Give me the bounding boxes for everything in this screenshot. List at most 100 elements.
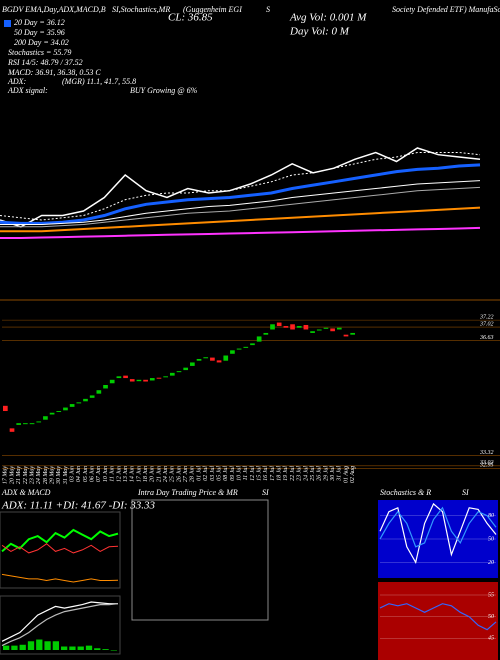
- candle-body: [149, 378, 155, 381]
- candle-body: [223, 355, 229, 361]
- x-tick-label: 23 May: [29, 466, 35, 484]
- annotation: CL: 36.85: [168, 12, 213, 24]
- candle-body: [190, 362, 195, 366]
- candle-body: [296, 326, 302, 328]
- x-tick-label: 28 Jun: [190, 466, 196, 482]
- candle-body: [23, 423, 28, 425]
- x-tick-label: 03 Jul: [210, 466, 216, 481]
- candle-body: [350, 332, 355, 335]
- x-tick-label: 02 Aug: [350, 466, 356, 483]
- x-tick-label: 31 Jul: [337, 466, 343, 482]
- x-tick-label: 25 Jun: [170, 466, 176, 482]
- x-tick-label: 12 Jun: [116, 466, 122, 482]
- candle-body: [123, 375, 128, 379]
- x-tick-label: 29 Jul: [323, 466, 329, 481]
- y-tick-label: 50: [488, 614, 494, 620]
- macd-panel: [0, 595, 121, 655]
- series-line: [1, 528, 119, 553]
- x-tick-label: 18 Jul: [277, 466, 283, 481]
- x-tick-label: 11 Jun: [110, 466, 116, 482]
- series-line: [0, 147, 481, 228]
- panel-subtitle: SI: [462, 488, 469, 497]
- y-tick-label: 20: [488, 560, 494, 566]
- x-tick-label: 11 Jul: [243, 466, 249, 481]
- x-tick-label: 22 Jul: [290, 466, 296, 481]
- annotation: ADX:: [7, 77, 27, 86]
- series-line: [1, 601, 118, 642]
- histogram-bar: [27, 641, 35, 650]
- annotation: (Guggenheim EGI: [183, 5, 242, 14]
- candle-body: [290, 324, 295, 330]
- x-tick-label: 30 May: [56, 466, 62, 485]
- x-tick-label: 25 Jul: [310, 466, 316, 481]
- candle-body: [69, 404, 75, 407]
- legend-swatch: [4, 20, 11, 27]
- candle-body: [250, 343, 255, 346]
- y-tick-label: 80: [488, 513, 494, 519]
- y-tick-label: 32.95: [479, 463, 494, 469]
- candle-body: [43, 416, 48, 420]
- x-tick-label: 26 Jun: [176, 466, 182, 482]
- annotation: (MGR) 11.1, 41.7, 55.8: [62, 77, 136, 86]
- series-line: [0, 226, 481, 239]
- x-tick-label: 27 Jun: [183, 466, 189, 482]
- candle-body: [203, 357, 209, 359]
- x-tick-label: 21 May: [16, 466, 22, 484]
- x-tick-label: 09 Jul: [230, 466, 236, 481]
- histogram-bar: [52, 641, 59, 650]
- candle-body: [336, 327, 342, 330]
- y-tick-label: 37.22: [479, 314, 494, 320]
- panel-title: Intra Day Trading Price & MR: [137, 488, 238, 497]
- x-tick-label: 20 May: [9, 466, 15, 484]
- x-tick-label: 30 Jul: [330, 466, 336, 482]
- histogram-bar: [94, 648, 101, 650]
- candle-body: [316, 329, 322, 331]
- y-tick-label: 37.02: [479, 321, 494, 327]
- y-tick-label: 45: [488, 635, 494, 642]
- x-tick-label: 23 Jul: [297, 466, 303, 481]
- histogram-bar: [69, 646, 76, 650]
- candle-body: [283, 326, 289, 328]
- annotation: MACD: 36.91, 36.38, 0.53 C: [7, 68, 101, 77]
- candle-body: [243, 346, 249, 348]
- series-line: [1, 603, 119, 647]
- panel-title: Stochastics & R: [380, 488, 431, 497]
- histogram-bar: [102, 649, 109, 650]
- histogram-bar: [77, 646, 84, 650]
- x-tick-label: 24 May: [35, 466, 42, 484]
- x-tick-label: 17 Jul: [270, 466, 276, 481]
- candle-body: [83, 398, 88, 402]
- histogram-bar: [61, 646, 68, 650]
- panel-subtitle: ADX: 11.11 +DI: 41.67 -DI: 33.33: [1, 500, 156, 512]
- x-tick-label: 07 Jun: [96, 466, 102, 482]
- x-tick-label: 17 Jun: [136, 466, 142, 482]
- panel-title: ADX & MACD: [1, 488, 51, 497]
- x-tick-label: 18 Jun: [143, 466, 149, 482]
- x-tick-label: 05 Jul: [216, 466, 222, 481]
- candle-body: [63, 407, 68, 411]
- candle-body: [330, 328, 335, 332]
- histogram-bar: [3, 645, 10, 650]
- x-tick-label: 12 Jul: [250, 466, 256, 481]
- candle-body: [230, 350, 235, 354]
- x-tick-label: 24 Jul: [302, 466, 309, 481]
- x-tick-label: 04 Jun: [75, 466, 82, 482]
- annotation: BGDV EMA,Day,ADX,MACD,B: [2, 5, 106, 14]
- candle-body: [136, 379, 142, 382]
- x-tick-label: 01 Jul: [196, 466, 202, 481]
- x-tick-label: 03 Jun: [70, 466, 76, 482]
- annotation: Avg Vol: 0.001 M: [289, 12, 367, 24]
- x-tick-label: 19 Jul: [283, 466, 289, 481]
- annotation: 200 Day = 34.02: [14, 38, 69, 47]
- x-tick-label: 13 Jun: [123, 466, 129, 482]
- y-tick-label: 55: [488, 592, 494, 598]
- candle-body: [49, 412, 55, 415]
- candle-body: [236, 348, 242, 350]
- candle-body: [303, 324, 309, 330]
- series-line: [0, 152, 481, 221]
- series-line: [0, 186, 481, 228]
- candle-body: [9, 428, 15, 432]
- x-tick-label: 28 May: [43, 466, 49, 484]
